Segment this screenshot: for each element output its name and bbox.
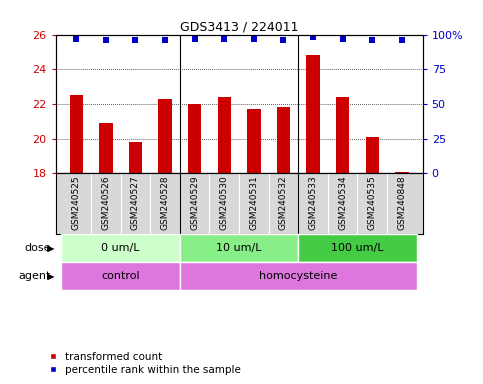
Text: 0 um/L: 0 um/L bbox=[101, 243, 140, 253]
Point bbox=[220, 36, 228, 42]
Bar bbox=[218, 97, 231, 173]
Bar bbox=[298, 234, 417, 262]
Text: GSM240528: GSM240528 bbox=[160, 175, 170, 230]
Text: GSM240535: GSM240535 bbox=[368, 175, 377, 230]
Text: GSM240530: GSM240530 bbox=[220, 175, 229, 230]
Point bbox=[309, 34, 317, 40]
Bar bbox=[366, 137, 379, 173]
Bar bbox=[247, 109, 260, 173]
Point bbox=[191, 36, 199, 42]
Point bbox=[280, 37, 287, 43]
Text: GSM240532: GSM240532 bbox=[279, 175, 288, 230]
Bar bbox=[61, 262, 180, 290]
Text: GSM240534: GSM240534 bbox=[338, 175, 347, 230]
Text: ▶: ▶ bbox=[47, 244, 53, 253]
Text: control: control bbox=[101, 271, 140, 281]
Text: GSM240525: GSM240525 bbox=[72, 175, 81, 230]
Text: GSM240848: GSM240848 bbox=[398, 175, 406, 230]
Bar bbox=[188, 104, 201, 173]
Point bbox=[72, 36, 80, 42]
Bar bbox=[61, 234, 180, 262]
Text: 100 um/L: 100 um/L bbox=[331, 243, 384, 253]
Bar bbox=[277, 108, 290, 173]
Text: agent: agent bbox=[18, 271, 51, 281]
Point bbox=[250, 36, 258, 42]
Text: ▶: ▶ bbox=[48, 244, 55, 253]
Point bbox=[161, 37, 169, 43]
Bar bbox=[180, 234, 298, 262]
Text: dose: dose bbox=[24, 243, 51, 253]
Title: GDS3413 / 224011: GDS3413 / 224011 bbox=[180, 20, 298, 33]
Point bbox=[398, 37, 406, 43]
Bar bbox=[180, 262, 417, 290]
Point bbox=[339, 36, 347, 42]
Bar bbox=[336, 97, 349, 173]
Bar bbox=[395, 172, 409, 173]
Text: homocysteine: homocysteine bbox=[259, 271, 338, 281]
Bar bbox=[70, 95, 83, 173]
Point bbox=[369, 37, 376, 43]
Text: ▶: ▶ bbox=[48, 271, 55, 281]
Legend: transformed count, percentile rank within the sample: transformed count, percentile rank withi… bbox=[49, 352, 241, 375]
Text: GSM240526: GSM240526 bbox=[101, 175, 111, 230]
Bar bbox=[306, 55, 320, 173]
Bar bbox=[129, 142, 142, 173]
Text: ▶: ▶ bbox=[47, 271, 53, 281]
Text: GSM240531: GSM240531 bbox=[249, 175, 258, 230]
Text: GSM240527: GSM240527 bbox=[131, 175, 140, 230]
Text: GSM240533: GSM240533 bbox=[309, 175, 318, 230]
Point bbox=[102, 37, 110, 43]
Bar bbox=[99, 123, 113, 173]
Text: GSM240529: GSM240529 bbox=[190, 175, 199, 230]
Text: 10 um/L: 10 um/L bbox=[216, 243, 262, 253]
Point bbox=[131, 37, 139, 43]
Bar bbox=[158, 99, 172, 173]
